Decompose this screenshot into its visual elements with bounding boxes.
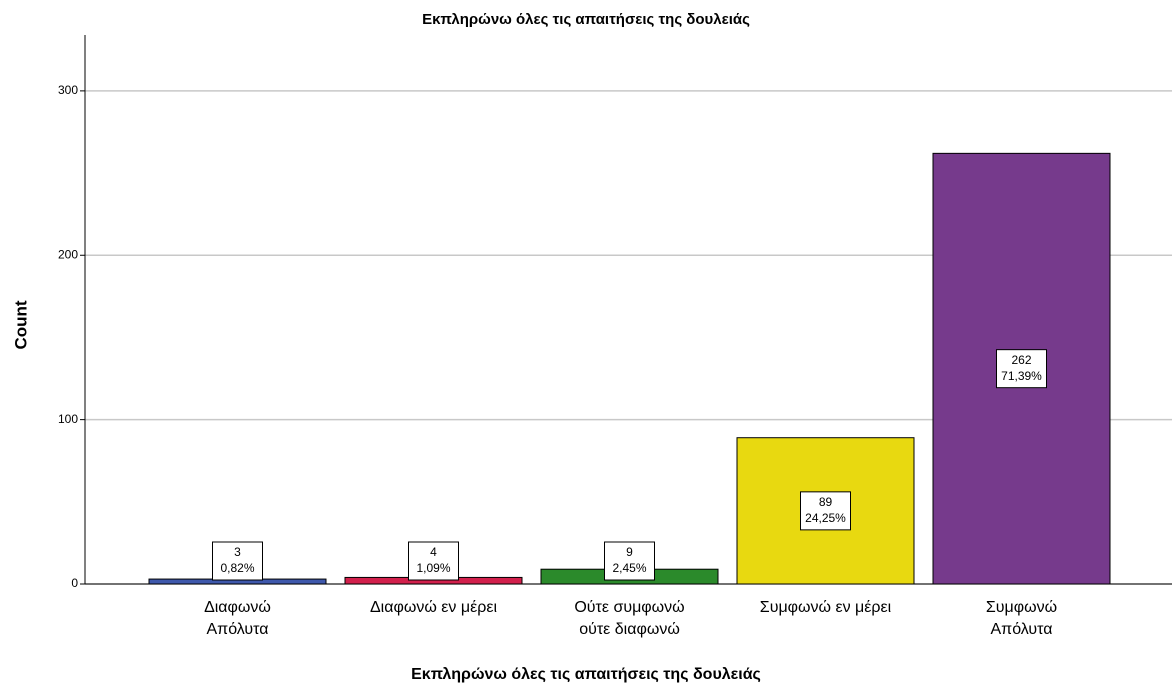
x-tick-label: Συμφωνώ [986, 599, 1057, 616]
x-tick-label: Απόλυτα [990, 621, 1052, 638]
data-label: 89 [819, 495, 833, 509]
y-tick-label: 200 [58, 247, 78, 261]
y-axis-title: Count [11, 300, 30, 349]
x-tick-label: Απόλυτα [206, 621, 268, 638]
x-tick-label: Ούτε συμφωνώ [574, 599, 684, 616]
data-label-box [212, 541, 263, 581]
chart-title: Εκπληρώνω όλες τις απαιτήσεις της δουλει… [422, 11, 750, 28]
x-tick-label: Διαφωνώ [204, 599, 271, 616]
x-tick-label: Διαφωνώ εν μέρει [370, 599, 497, 616]
data-label: 3 [234, 545, 241, 559]
data-label: 4 [430, 545, 437, 559]
data-label-box [604, 541, 655, 581]
x-tick-label: Συμφωνώ εν μέρει [760, 599, 892, 616]
x-tick-label: ούτε διαφωνώ [579, 621, 680, 638]
data-label: 262 [1011, 353, 1031, 367]
data-label: 9 [626, 545, 633, 559]
percent-label: 0,82% [220, 561, 254, 575]
data-label-box [408, 541, 459, 581]
percent-label: 2,45% [612, 561, 646, 575]
percent-label: 24,25% [805, 511, 846, 525]
y-tick-label: 0 [71, 576, 78, 590]
percent-label: 71,39% [1001, 369, 1042, 383]
percent-label: 1,09% [416, 561, 450, 575]
data-label-box [996, 349, 1047, 389]
data-label-box [800, 491, 851, 531]
y-tick-label: 300 [58, 83, 78, 97]
y-tick-label: 100 [58, 412, 78, 426]
x-axis-title: Εκπληρώνω όλες τις απαιτήσεις της δουλει… [411, 666, 761, 683]
